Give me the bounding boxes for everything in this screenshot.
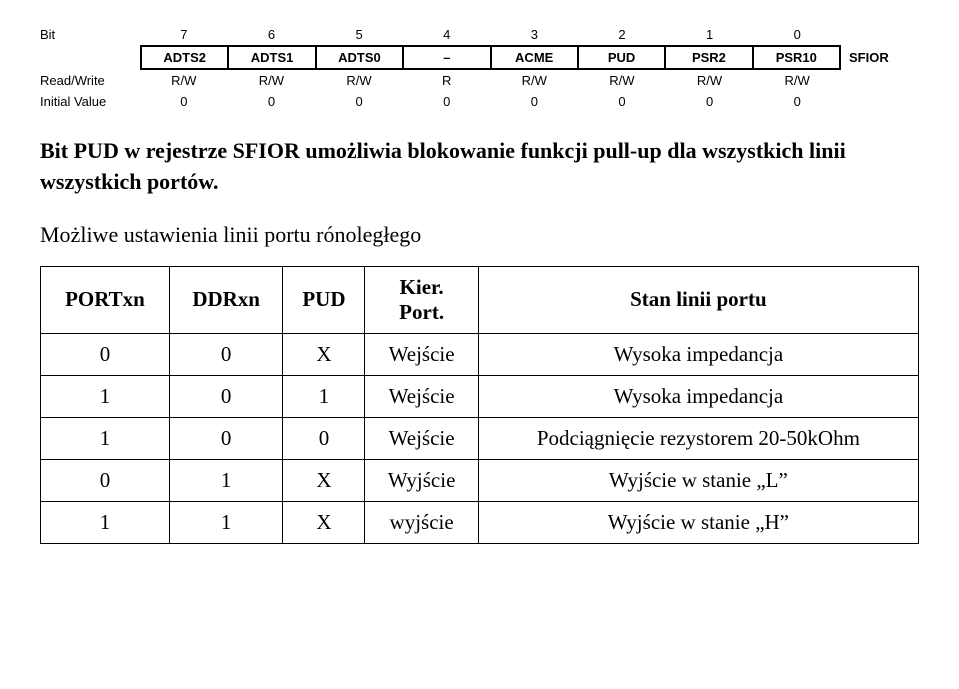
table-caption: Możliwe ustawienia linii portu rónoległe…: [40, 222, 919, 248]
rw-cell: R/W: [753, 70, 841, 91]
initial-cell: 0: [666, 91, 754, 112]
col-portxn: PORTxn: [41, 266, 170, 333]
bit-name: PSR2: [664, 45, 751, 70]
cell: Wejście: [365, 375, 478, 417]
register-diagram: Bit 7 6 5 4 3 2 1 0 ADTS2 ADTS1 ADTS0 – …: [40, 24, 919, 112]
initial-cell: 0: [140, 91, 228, 112]
cell: X: [283, 501, 365, 543]
bit-number-row: Bit 7 6 5 4 3 2 1 0: [40, 24, 919, 45]
table-row: 1 0 0 Wejście Podciągnięcie rezystorem 2…: [41, 417, 919, 459]
kier-line1: Kier.: [400, 275, 444, 299]
bit-num: 1: [666, 24, 754, 45]
col-pud: PUD: [283, 266, 365, 333]
table-header-row: PORTxn DDRxn PUD Kier. Port. Stan linii …: [41, 266, 919, 333]
initial-cell: 0: [228, 91, 316, 112]
cell: Podciągnięcie rezystorem 20-50kOhm: [478, 417, 918, 459]
bit-num: 6: [228, 24, 316, 45]
cell: 1: [41, 501, 170, 543]
col-stan: Stan linii portu: [478, 266, 918, 333]
row-label-empty: [40, 56, 140, 60]
cell: 1: [41, 417, 170, 459]
row-label-initial: Initial Value: [40, 92, 140, 111]
row-label-bit: Bit: [40, 25, 140, 44]
bit-num: 3: [491, 24, 579, 45]
cell: Wyjście w stanie „L”: [478, 459, 918, 501]
initial-row: Initial Value 0 0 0 0 0 0 0 0: [40, 91, 919, 112]
table-row: 0 0 X Wejście Wysoka impedancja: [41, 333, 919, 375]
initial-cell: 0: [491, 91, 579, 112]
col-ddrxn: DDRxn: [169, 266, 282, 333]
cell: 0: [169, 417, 282, 459]
bit-name-row: ADTS2 ADTS1 ADTS0 – ACME PUD PSR2 PSR10 …: [40, 45, 919, 70]
cell: 1: [169, 501, 282, 543]
cell: Wyjście w stanie „H”: [478, 501, 918, 543]
cell: 1: [41, 375, 170, 417]
bit-num: 4: [403, 24, 491, 45]
bit-name: ADTS2: [140, 45, 227, 70]
table-row: 1 0 1 Wejście Wysoka impedancja: [41, 375, 919, 417]
bit-num: 5: [315, 24, 403, 45]
kier-line2: Port.: [399, 300, 444, 324]
cell: 1: [283, 375, 365, 417]
cell: Wysoka impedancja: [478, 375, 918, 417]
bit-name: ADTS0: [315, 45, 402, 70]
rw-cell: R/W: [140, 70, 228, 91]
rw-cell: R/W: [666, 70, 754, 91]
bit-num: 0: [753, 24, 841, 45]
rw-row: Read/Write R/W R/W R/W R R/W R/W R/W R/W: [40, 70, 919, 91]
col-kier: Kier. Port.: [365, 266, 478, 333]
description-paragraph: Bit PUD w rejestrze SFIOR umożliwia blok…: [40, 136, 919, 198]
initial-cell: 0: [315, 91, 403, 112]
cell: wyjście: [365, 501, 478, 543]
bit-name: PUD: [577, 45, 664, 70]
cell: Wysoka impedancja: [478, 333, 918, 375]
cell: Wyjście: [365, 459, 478, 501]
rw-cell: R: [403, 70, 491, 91]
bit-num: 2: [578, 24, 666, 45]
initial-cell: 0: [753, 91, 841, 112]
cell: 0: [41, 459, 170, 501]
cell: 0: [169, 375, 282, 417]
rw-cell: R/W: [315, 70, 403, 91]
row-label-rw: Read/Write: [40, 71, 140, 90]
register-name: SFIOR: [841, 50, 919, 65]
cell: 0: [283, 417, 365, 459]
cell: Wejście: [365, 333, 478, 375]
initial-cell: 0: [578, 91, 666, 112]
bit-name: ACME: [490, 45, 577, 70]
port-settings-table: PORTxn DDRxn PUD Kier. Port. Stan linii …: [40, 266, 919, 544]
bit-num: 7: [140, 24, 228, 45]
table-row: 1 1 X wyjście Wyjście w stanie „H”: [41, 501, 919, 543]
cell: X: [283, 459, 365, 501]
bit-name: PSR10: [752, 45, 841, 70]
cell: 0: [41, 333, 170, 375]
rw-cell: R/W: [491, 70, 579, 91]
bit-name: –: [402, 45, 489, 70]
initial-cell: 0: [403, 91, 491, 112]
cell: Wejście: [365, 417, 478, 459]
rw-cell: R/W: [578, 70, 666, 91]
cell: X: [283, 333, 365, 375]
rw-cell: R/W: [228, 70, 316, 91]
bit-name: ADTS1: [227, 45, 314, 70]
cell: 0: [169, 333, 282, 375]
cell: 1: [169, 459, 282, 501]
table-row: 0 1 X Wyjście Wyjście w stanie „L”: [41, 459, 919, 501]
